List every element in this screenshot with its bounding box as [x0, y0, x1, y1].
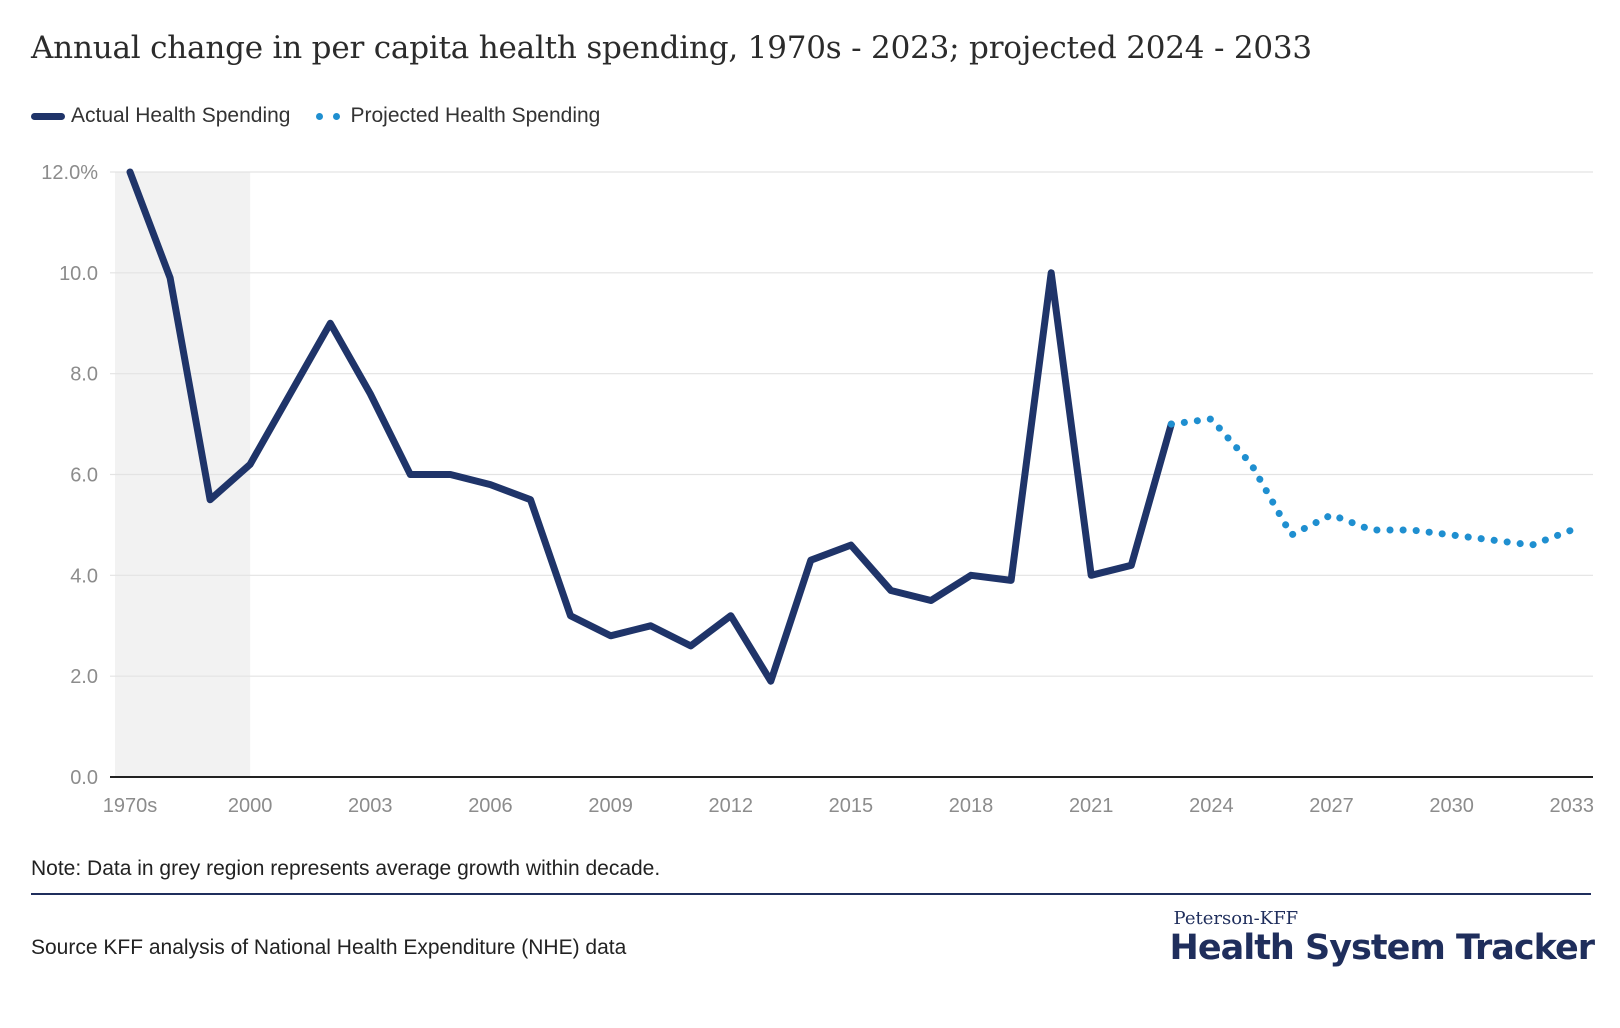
x-tick-label: 2024 [1189, 795, 1234, 817]
chart-note: Note: Data in grey region represents ave… [31, 857, 661, 880]
x-tick-label: 2030 [1429, 795, 1474, 817]
y-tick-label: 6.0 [70, 465, 98, 487]
legend-item-projected: Projected Health Spending [311, 104, 601, 128]
y-tick-label: 2.0 [70, 666, 98, 688]
x-tick-label: 2003 [348, 795, 393, 817]
chart-legend: Actual Health Spending Projected Health … [31, 104, 620, 128]
x-tick-label: 2015 [829, 795, 874, 817]
x-tick-label: 2000 [228, 795, 273, 817]
actual-series-line [126, 168, 1175, 685]
chart-title: Annual change in per capita health spend… [31, 30, 1312, 66]
legend-item-actual: Actual Health Spending [31, 104, 291, 128]
x-tick-label: 1970s [103, 795, 158, 817]
line-chart: 0.0 2.0 4.0 6.0 8.0 10.0 12.0% 1970s 2000 2003 20… [41, 162, 1594, 817]
y-tick-labels: 0.0 2.0 4.0 6.0 8.0 10.0 12.0% [41, 162, 98, 789]
legend-label-actual: Actual Health Spending [71, 104, 291, 127]
legend-label-projected: Projected Health Spending [350, 104, 601, 127]
y-tick-label: 0.0 [70, 767, 98, 789]
x-tick-label: 2027 [1309, 795, 1354, 817]
x-tick-label: 2021 [1069, 795, 1114, 817]
y-tick-label: 10.0 [59, 263, 98, 285]
x-tick-label: 2009 [588, 795, 633, 817]
logo-peterson-kff: Peterson-KFF [1173, 908, 1299, 929]
footer-divider [31, 893, 1591, 895]
x-tick-labels: 1970s 2000 2003 2006 2009 2012 2015 2018 2021 202… [103, 795, 1594, 817]
brand-logo: Peterson-KFF Health System Tracker [1169, 908, 1595, 968]
y-tick-label: 12.0% [41, 162, 98, 184]
x-tick-label: 2033 [1550, 795, 1595, 817]
x-tick-label: 2018 [949, 795, 994, 817]
legend-swatch-actual [31, 112, 65, 120]
projected-series-line [1167, 415, 1576, 549]
y-tick-label: 8.0 [70, 364, 98, 386]
x-tick-label: 2012 [709, 795, 754, 817]
x-tick-label: 2006 [468, 795, 513, 817]
legend-swatch-projected [311, 112, 345, 120]
logo-health-system-tracker: Health System Tracker [1169, 928, 1595, 968]
chart-source: Source KFF analysis of National Health E… [31, 936, 627, 959]
y-tick-label: 4.0 [70, 565, 98, 587]
gridlines [110, 171, 1593, 677]
series-lines [126, 168, 1576, 685]
